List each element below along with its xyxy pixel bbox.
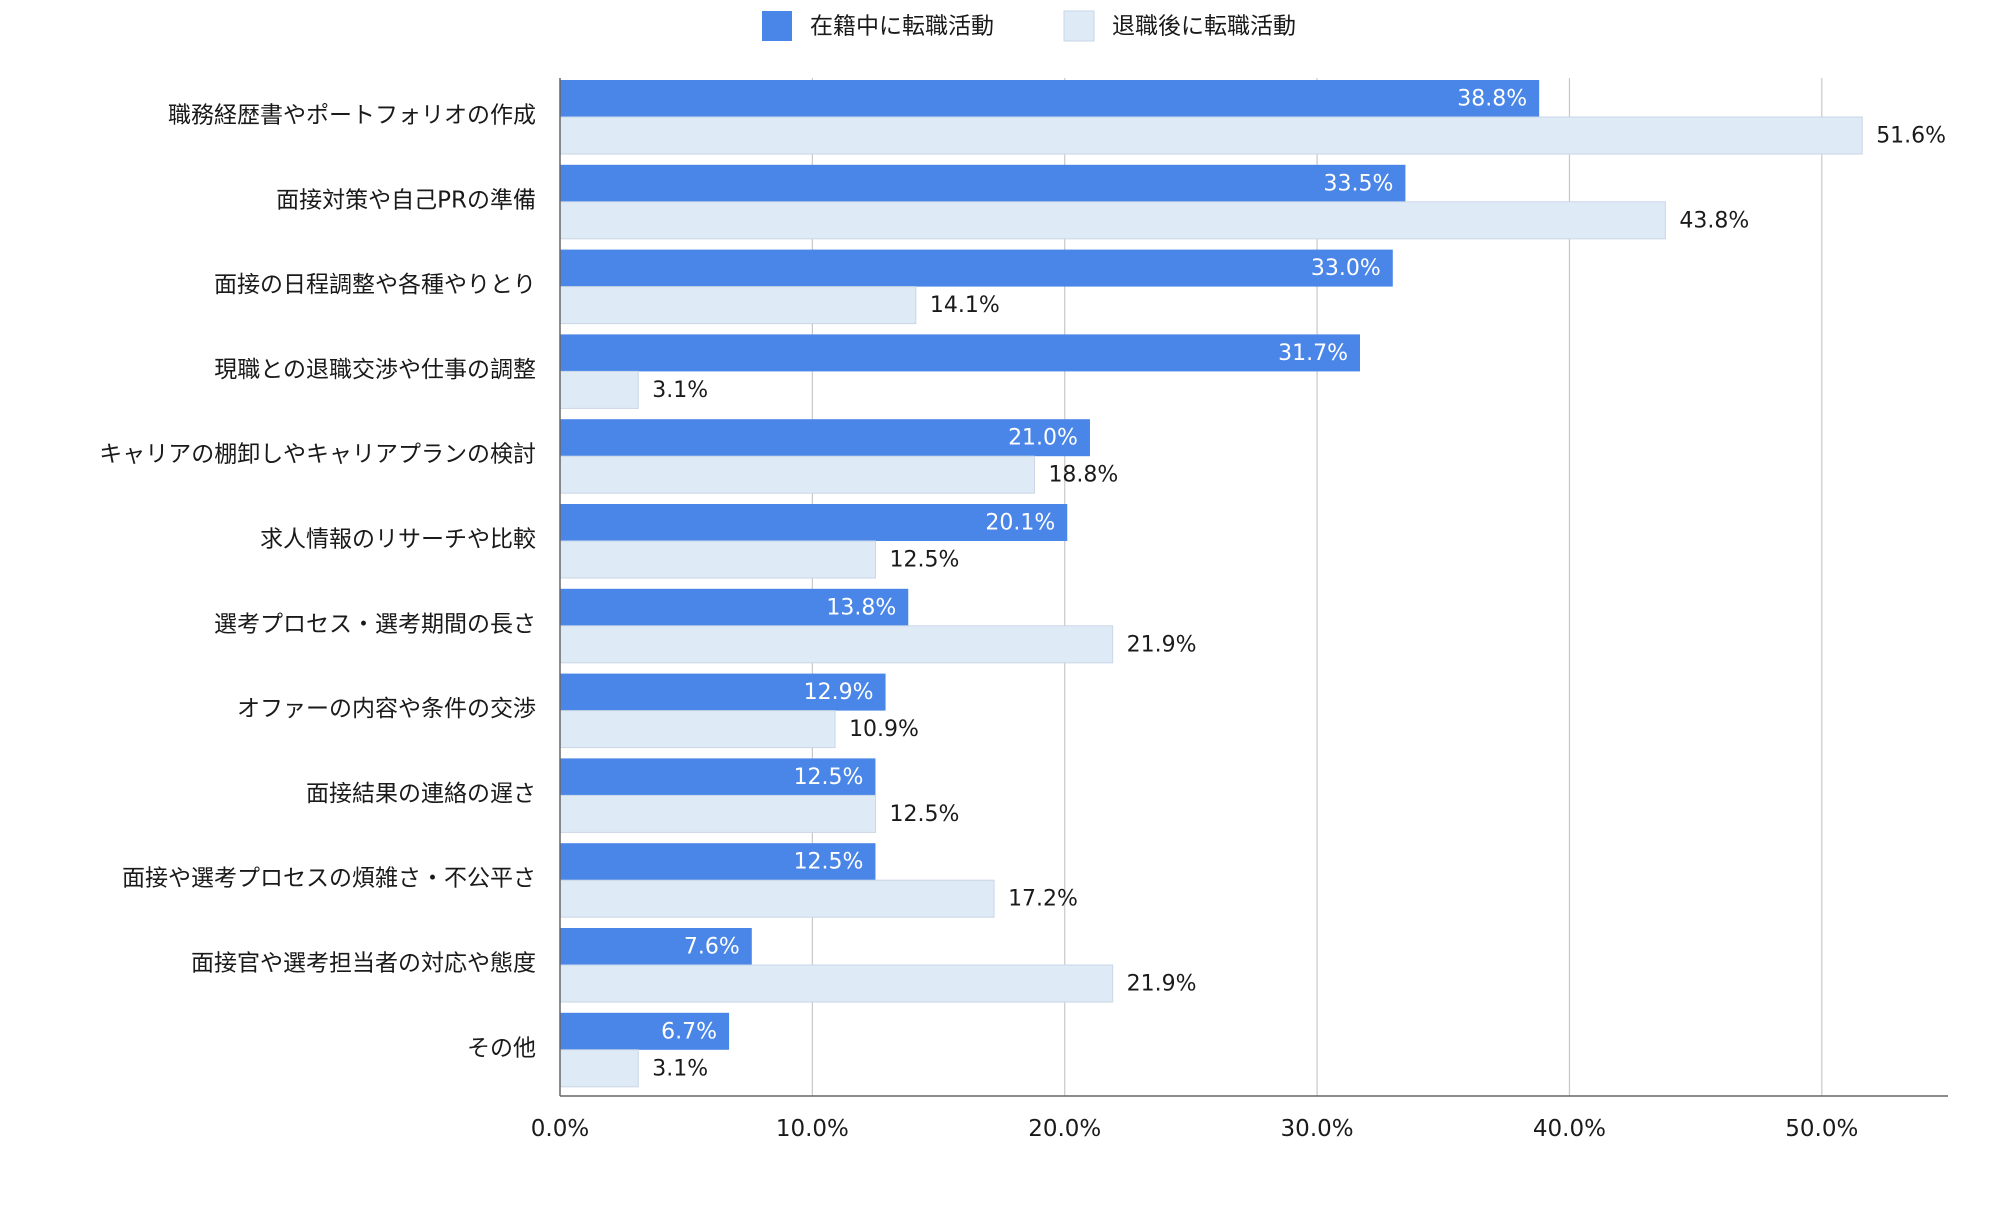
category-label: 面接対策や自己PRの準備 <box>276 187 536 213</box>
bar-employed <box>560 843 876 881</box>
bar-after-leaving <box>559 625 1114 664</box>
legend-swatch <box>762 11 792 41</box>
data-label: 33.0% <box>1311 256 1381 281</box>
bar-employed <box>560 164 1406 202</box>
category-label: 面接結果の連絡の遅さ <box>306 781 536 807</box>
data-label: 7.6% <box>684 935 740 960</box>
bar-after-leaving <box>559 116 1863 155</box>
x-tick-label: 40.0% <box>1533 1116 1606 1142</box>
bar-employed <box>560 588 909 626</box>
data-label: 12.5% <box>794 765 864 790</box>
data-label: 21.9% <box>1127 972 1197 997</box>
bar-after-leaving <box>559 455 1035 494</box>
data-label: 51.6% <box>1876 124 1946 149</box>
legend-label: 退職後に転職活動 <box>1112 14 1296 40</box>
bar-after-leaving <box>559 201 1666 240</box>
category-labels: 職務経歴書やポートフォリオの作成面接対策や自己PRの準備面接の日程調整や各種やり… <box>99 103 536 1062</box>
category-label: その他 <box>467 1035 536 1061</box>
data-label: 3.1% <box>652 1056 708 1081</box>
data-label: 21.9% <box>1127 632 1197 657</box>
data-label: 10.9% <box>849 717 919 742</box>
bar-after-leaving <box>559 879 995 918</box>
category-label: 職務経歴書やポートフォリオの作成 <box>168 103 536 129</box>
data-label: 12.5% <box>794 850 864 875</box>
bars: 38.8% 51.6% 33.5% 43.8% 33.0% 14.1% 31.7% 3.1% 2… <box>559 80 1946 1088</box>
category-label: キャリアの棚卸しやキャリアプランの検討 <box>99 442 536 468</box>
data-label: 43.8% <box>1679 208 1749 233</box>
data-label: 12.9% <box>804 680 874 705</box>
bar-after-leaving <box>559 1049 639 1088</box>
bar-employed <box>560 1012 730 1050</box>
category-label: 面接や選考プロセスの煩雑さ・不公平さ <box>122 866 536 892</box>
bar-employed <box>560 758 876 796</box>
data-label: 17.2% <box>1008 887 1078 912</box>
bar-after-leaving <box>559 286 917 325</box>
data-label: 21.0% <box>1008 426 1078 451</box>
data-label: 33.5% <box>1324 171 1394 196</box>
data-label: 3.1% <box>652 378 708 403</box>
bar-employed <box>560 928 752 965</box>
bar-after-leaving <box>559 964 1114 1003</box>
category-label: 現職との退職交渉や仕事の調整 <box>214 357 536 383</box>
x-tick-label: 10.0% <box>776 1116 849 1142</box>
bar-employed <box>560 673 886 711</box>
legend-label: 在籍中に転職活動 <box>810 14 994 40</box>
x-tick-label: 20.0% <box>1028 1116 1101 1142</box>
bar-after-leaving <box>559 370 639 409</box>
category-label: 面接の日程調整や各種やりとり <box>214 272 536 298</box>
data-label: 38.8% <box>1457 87 1527 112</box>
category-label: 面接官や選考担当者の対応や態度 <box>191 951 536 977</box>
data-label: 31.7% <box>1278 341 1348 366</box>
data-label: 12.5% <box>889 548 959 573</box>
bar-employed <box>560 419 1090 457</box>
bar-employed <box>560 249 1393 287</box>
data-label: 20.1% <box>985 511 1055 536</box>
legend-swatch <box>1063 10 1095 42</box>
data-label: 18.8% <box>1048 463 1118 488</box>
data-label: 13.8% <box>826 595 896 620</box>
legend: 在籍中に転職活動 退職後に転職活動 <box>762 10 1296 42</box>
category-label: 選考プロセス・選考期間の長さ <box>214 611 536 637</box>
bar-employed <box>560 334 1360 372</box>
bar-after-leaving <box>559 794 876 833</box>
data-label: 12.5% <box>889 802 959 827</box>
data-label: 6.7% <box>661 1019 717 1044</box>
bar-after-leaving <box>559 540 876 579</box>
bar-employed <box>560 504 1068 541</box>
x-tick-label: 0.0% <box>531 1116 589 1142</box>
x-tick-label: 50.0% <box>1785 1116 1858 1142</box>
x-axis-ticks: 0.0% 10.0% 20.0% 30.0% 40.0% 50.0% <box>531 1116 1859 1142</box>
bar-employed <box>560 80 1540 117</box>
data-label: 14.1% <box>930 293 1000 318</box>
grid-lines <box>811 78 1823 1096</box>
category-label: オファーの内容や条件の交渉 <box>237 696 536 722</box>
category-label: 求人情報のリサーチや比較 <box>260 527 536 553</box>
x-tick-label: 30.0% <box>1281 1116 1354 1142</box>
bar-after-leaving <box>559 710 836 749</box>
